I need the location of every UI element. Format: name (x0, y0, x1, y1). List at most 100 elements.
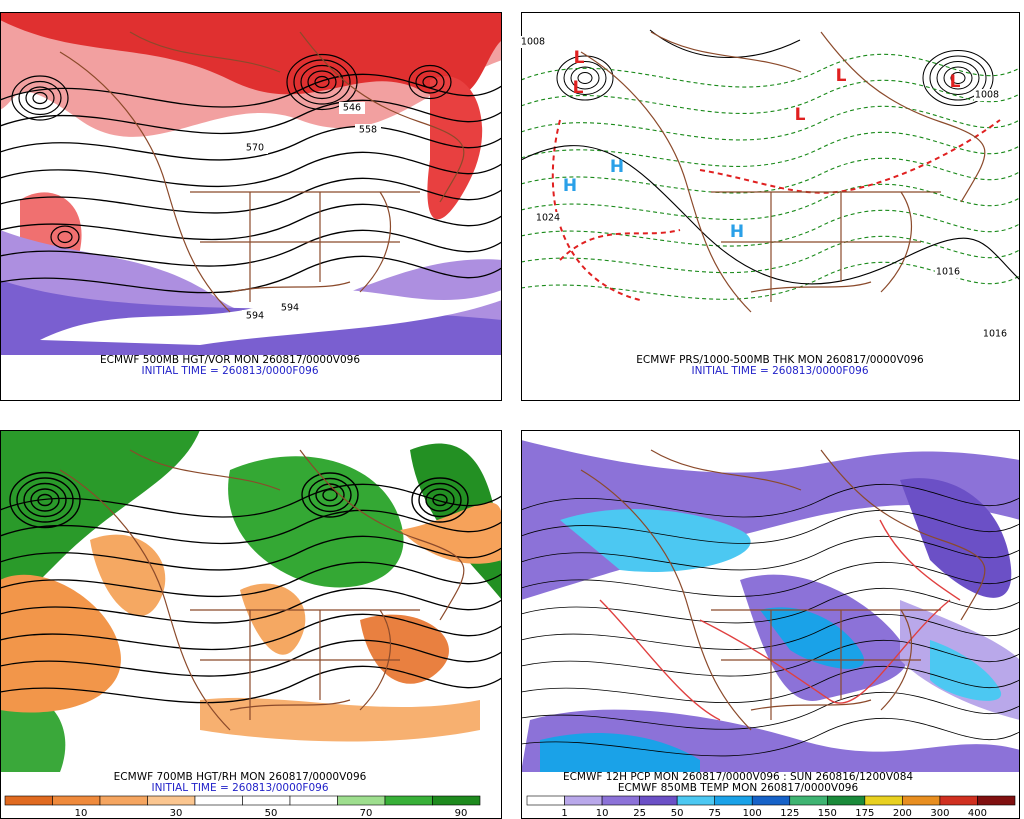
colorbar-label: 30 (170, 808, 183, 819)
contour-ring (301, 472, 359, 518)
contour-ring (415, 70, 445, 94)
contour-ring (929, 55, 987, 101)
contour-ring (322, 488, 338, 502)
colorbar-label: 175 (855, 808, 874, 819)
map-precip (521, 430, 1020, 772)
colorbar-label: 200 (893, 808, 912, 819)
temp-contour (599, 519, 961, 721)
pressure-center: H (610, 157, 624, 177)
contour-ring (293, 59, 351, 105)
colorbar-swatch (564, 795, 603, 806)
colorbar-swatch (601, 795, 640, 806)
contour-ring (563, 61, 607, 95)
height-contour (0, 73, 502, 294)
overlay: ECMWF 500MB HGT/VOR MON 260817/0000V096I… (0, 12, 1020, 819)
contour-label: 558 (359, 125, 377, 136)
precip (760, 607, 864, 669)
colorbar-swatch (194, 795, 243, 806)
colorbar-swatch (639, 795, 678, 806)
caption: ECMWF 500MB HGT/VOR MON 260817/0000V096 (100, 354, 360, 366)
label-box (535, 212, 561, 224)
contour-ring (577, 72, 593, 84)
contour-ring (11, 75, 69, 121)
contour-label: 570 (246, 143, 264, 154)
caption: ECMWF 12H PCP MON 260817/0000V096 : SUN … (563, 771, 913, 783)
coastline (580, 31, 986, 313)
colorbar-swatch (676, 795, 715, 806)
rh-dry (200, 697, 480, 742)
pressure-center: L (573, 78, 584, 98)
pressure-center: L (950, 72, 961, 92)
colorbar-swatch (714, 795, 753, 806)
height-contour (0, 483, 502, 704)
thickness-contour (521, 53, 1020, 300)
contour-ring (418, 482, 462, 518)
subcaption: INITIAL TIME = 260813/0000F096 (151, 782, 328, 794)
contour-ring (425, 488, 455, 512)
colorbar-swatch (242, 795, 291, 806)
label-box (982, 328, 1008, 340)
rh-moist (0, 430, 200, 640)
vorticity-blob (40, 290, 502, 345)
thickness-contour (551, 119, 1001, 301)
contour-ring (308, 477, 352, 513)
contour-ring (922, 50, 994, 106)
colorbar-swatch (977, 795, 1016, 806)
contour-ring (25, 86, 55, 110)
colorbar-swatch (147, 795, 196, 806)
background (521, 12, 1020, 355)
colorbar-swatch (4, 795, 53, 806)
contour-ring (50, 225, 80, 249)
contour-ring (950, 72, 966, 84)
precip (900, 478, 1012, 598)
contour-label: 594 (246, 311, 264, 322)
panel-frame (521, 12, 1020, 401)
colorbar-label: 150 (818, 808, 837, 819)
isobar (521, 29, 1020, 285)
label-box (520, 36, 546, 48)
caption: ECMWF 700MB HGT/RH MON 260817/0000V096 (114, 771, 367, 783)
contour-ring (23, 482, 67, 518)
contour-label: 1008 (521, 37, 545, 48)
contour-ring (286, 53, 358, 111)
coastline (580, 449, 986, 731)
caption: ECMWF PRS/1000-500MB THK MON 260817/0000… (636, 354, 924, 366)
colorbar-label: 1 (561, 808, 567, 819)
colorbar-swatch (99, 795, 148, 806)
colorbar-swatch (289, 795, 338, 806)
contour-label: 594 (281, 303, 299, 314)
subcaption: INITIAL TIME = 260813/0000F096 (141, 365, 318, 377)
precip (930, 640, 1002, 701)
colorbar-swatch (939, 795, 978, 806)
contour-ring (30, 488, 60, 512)
contour-ring (570, 66, 600, 90)
colorbar-swatch (432, 795, 481, 806)
pressure-center: L (574, 48, 585, 68)
rh-dry (90, 534, 166, 617)
label-box (339, 102, 365, 114)
map-500mb (0, 12, 502, 355)
colorbar-swatch (526, 795, 565, 806)
colorbar-swatch (384, 795, 433, 806)
label-box (242, 142, 268, 154)
colorbar-label: 10 (75, 808, 88, 819)
contour-label: 1016 (936, 267, 960, 278)
colorbar-label: 70 (360, 808, 373, 819)
colorbar-label: 50 (265, 808, 278, 819)
contour-ring (411, 477, 469, 523)
colorbar-swatch (789, 795, 828, 806)
colorbar-label: 25 (633, 808, 646, 819)
pressure-center: H (730, 222, 744, 242)
pressure-center: L (795, 105, 806, 125)
coastline (59, 449, 465, 731)
contour-ring (943, 66, 973, 90)
contour-ring (936, 61, 980, 95)
colorbar-swatch (864, 795, 903, 806)
contour-ring (9, 471, 81, 529)
colorbar-swatch (337, 795, 386, 806)
colorbar-swatch (902, 795, 941, 806)
rh-dry (360, 614, 449, 684)
contour-ring (556, 55, 614, 101)
label-box (277, 302, 303, 314)
